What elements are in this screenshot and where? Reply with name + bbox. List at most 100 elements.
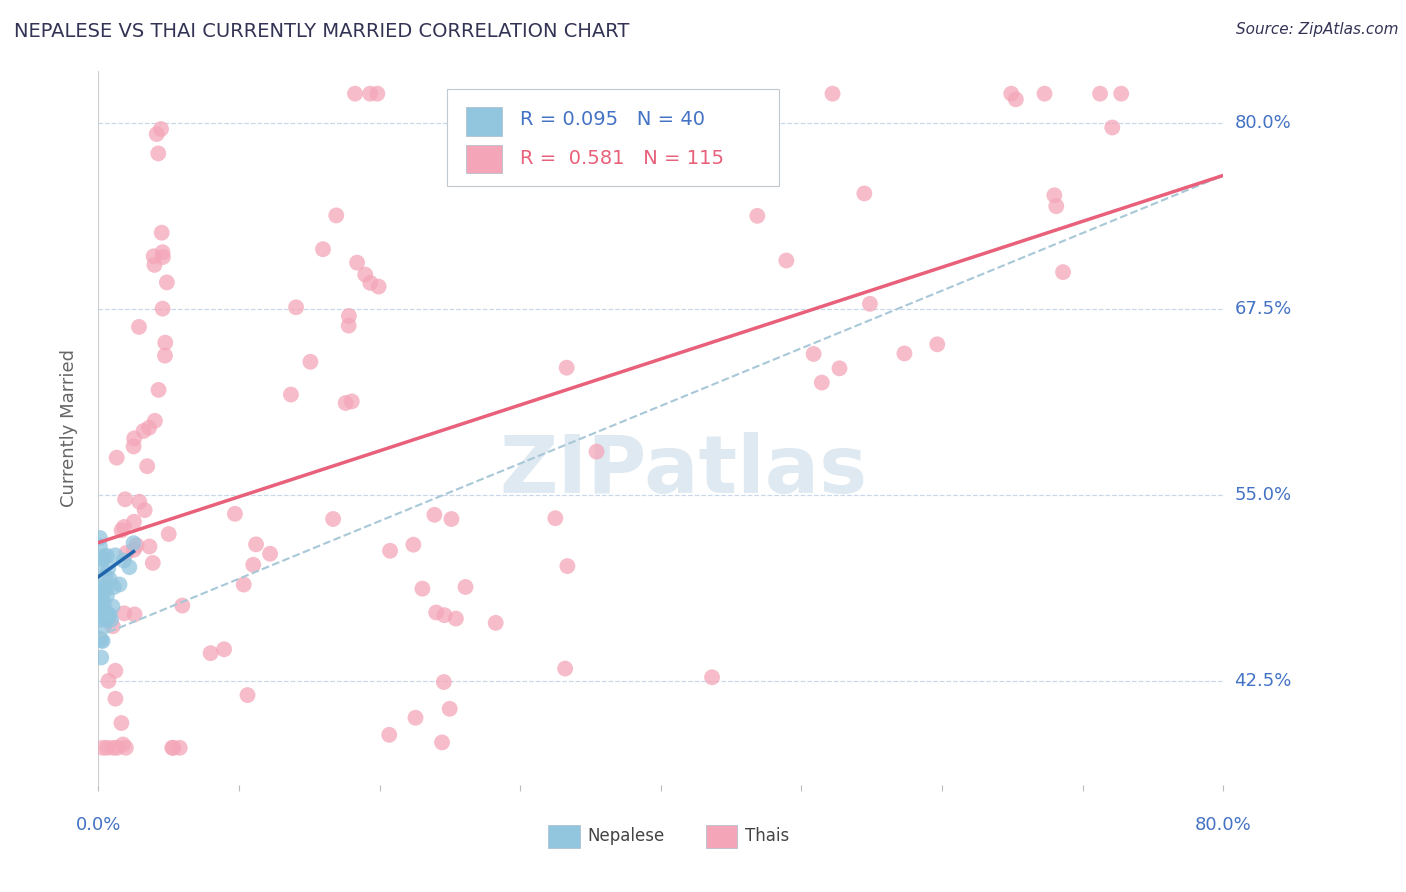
Text: ZIPatlas: ZIPatlas (499, 432, 868, 510)
Point (93, 620, 115, 634)
Point (160, 740, 183, 755)
Point (89, 599, 111, 613)
Text: Nepalese: Nepalese (588, 828, 665, 846)
Point (378, 543, 401, 558)
Point (325, 208, 347, 222)
Point (162, 740, 184, 755)
Point (280, 387, 302, 401)
Point (98, 608, 121, 623)
Point (172, 599, 194, 613)
Point (105, 740, 128, 755)
Point (118, 560, 141, 574)
Point (1043, 188, 1066, 202)
Point (367, 279, 389, 293)
Point (775, 253, 797, 268)
Bar (467, 145, 502, 173)
Point (110, 523, 132, 537)
Point (169, 740, 191, 755)
Point (157, 527, 180, 541)
Point (155, 335, 177, 350)
Point (89, 632, 111, 646)
Point (97, 561, 120, 575)
Point (125, 538, 148, 552)
Text: R = 0.095   N = 40: R = 0.095 N = 40 (520, 111, 706, 129)
Point (91, 582, 114, 596)
Point (89, 583, 111, 598)
Point (115, 546, 138, 560)
Point (359, 87, 381, 101)
Point (148, 146, 170, 161)
Point (425, 606, 447, 620)
Point (433, 608, 456, 623)
Point (1033, 87, 1056, 101)
Point (91, 552, 114, 566)
Point (128, 319, 150, 334)
Point (94, 583, 117, 598)
Point (1000, 87, 1022, 101)
Point (232, 577, 254, 591)
Point (402, 538, 425, 552)
Text: 42.5%: 42.5% (1234, 672, 1292, 690)
Point (145, 127, 167, 141)
Point (299, 355, 322, 369)
Point (110, 716, 132, 731)
Point (555, 360, 578, 375)
Point (112, 553, 135, 567)
Point (91, 740, 114, 755)
Point (91, 593, 114, 607)
Point (454, 580, 477, 594)
Point (354, 268, 377, 282)
Text: R =  0.581   N = 115: R = 0.581 N = 115 (520, 149, 724, 168)
Point (89, 539, 111, 553)
Point (122, 536, 145, 550)
Text: Thais: Thais (745, 828, 789, 846)
Point (142, 249, 165, 263)
Point (585, 444, 607, 458)
Point (405, 711, 427, 725)
Text: Source: ZipAtlas.com: Source: ZipAtlas.com (1236, 22, 1399, 37)
Point (150, 226, 173, 240)
Text: 0.0%: 0.0% (76, 815, 121, 833)
Point (122, 542, 145, 557)
Point (366, 87, 388, 101)
Text: 80.0%: 80.0% (1195, 815, 1251, 833)
Point (94, 612, 117, 626)
Point (156, 276, 179, 290)
Point (93, 609, 115, 624)
Point (96, 589, 118, 603)
Point (101, 619, 124, 633)
Point (148, 383, 170, 397)
Point (337, 318, 360, 333)
Text: 80.0%: 80.0% (1234, 114, 1291, 132)
Bar (548, 825, 579, 847)
Point (152, 245, 174, 260)
Bar (706, 825, 737, 847)
Point (114, 740, 136, 755)
Point (89, 531, 111, 545)
Point (242, 558, 264, 572)
Point (411, 582, 433, 596)
Point (343, 87, 366, 101)
Point (430, 735, 453, 749)
Point (97, 607, 120, 621)
Point (1052, 265, 1074, 279)
Point (285, 301, 308, 315)
Point (236, 688, 259, 702)
Point (122, 439, 145, 453)
Point (93, 599, 115, 613)
Point (136, 459, 159, 474)
Point (150, 122, 173, 136)
Y-axis label: Currently Married: Currently Married (59, 349, 77, 508)
Point (1109, 87, 1132, 101)
Point (138, 540, 160, 554)
Point (212, 642, 235, 657)
Point (810, 376, 832, 390)
Point (143, 414, 166, 428)
Point (893, 346, 915, 360)
Point (105, 450, 128, 465)
Point (1088, 87, 1111, 101)
Point (152, 301, 174, 316)
Point (378, 728, 401, 742)
Point (803, 347, 825, 361)
Point (423, 508, 446, 522)
